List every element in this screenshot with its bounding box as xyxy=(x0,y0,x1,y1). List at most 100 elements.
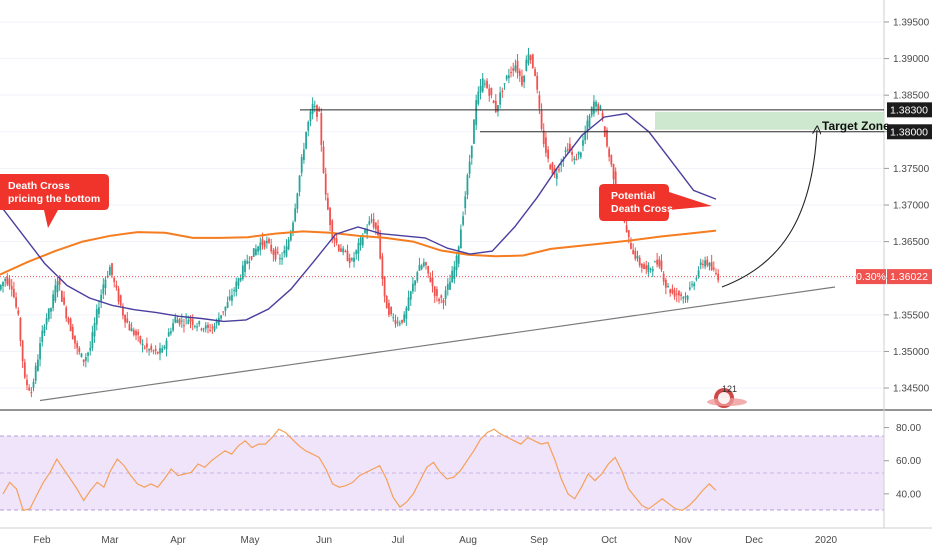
candle-body xyxy=(346,250,349,261)
candle-body xyxy=(137,331,140,335)
candle-body xyxy=(595,102,597,107)
candle-body xyxy=(566,148,569,151)
candle-body xyxy=(466,175,469,195)
candle-body xyxy=(200,328,203,330)
candle-body xyxy=(233,289,236,291)
candle-body xyxy=(658,259,661,267)
candle-body xyxy=(656,259,659,265)
candle-body xyxy=(514,65,517,71)
candle-body xyxy=(455,255,458,270)
candle-body xyxy=(564,150,567,153)
death-cross-callout: Death Cross pricing the bottom xyxy=(0,174,109,228)
candle-body xyxy=(438,299,440,302)
candle-body xyxy=(695,278,698,280)
candle-body xyxy=(366,228,369,234)
candle-body xyxy=(69,318,72,332)
candle-body xyxy=(95,309,98,325)
candle-body xyxy=(106,275,109,278)
candle-body xyxy=(222,311,225,313)
candle-body xyxy=(176,319,179,323)
candle-body xyxy=(239,278,242,281)
candle-body xyxy=(156,351,159,354)
candle-body xyxy=(122,306,124,316)
candle-body xyxy=(717,273,720,281)
candle-body xyxy=(388,302,390,316)
candle-body xyxy=(702,263,704,265)
candle-body xyxy=(368,221,371,225)
candle-body xyxy=(196,326,198,328)
candle-body xyxy=(684,296,687,298)
candle-body xyxy=(429,277,432,282)
candle-body xyxy=(43,326,46,334)
candle-body xyxy=(296,193,299,209)
candle-body xyxy=(529,55,532,60)
candle-body xyxy=(167,332,170,337)
candle-body xyxy=(418,264,421,271)
candle-body xyxy=(678,291,680,296)
candle-body xyxy=(614,171,617,186)
candle-body xyxy=(10,285,13,290)
candle-body xyxy=(634,251,637,259)
candle-body xyxy=(379,233,382,259)
candle-body xyxy=(470,145,473,158)
candle-body xyxy=(23,362,26,378)
candle-body xyxy=(575,158,578,161)
time-axis-label: Mar xyxy=(101,535,119,546)
candle-body xyxy=(473,119,475,144)
candle-body xyxy=(115,285,118,288)
candle-body xyxy=(108,266,111,276)
candle-body xyxy=(285,246,288,257)
candle-body xyxy=(263,241,266,248)
candle-body xyxy=(457,246,460,264)
candle-body xyxy=(558,169,560,171)
candle-body xyxy=(686,295,689,300)
candle-body xyxy=(329,207,331,226)
candle-body xyxy=(492,100,495,103)
rsi-axis: 80.00 60.00 40.00 xyxy=(884,423,921,500)
candle-body xyxy=(405,307,408,319)
candle-body xyxy=(298,175,301,192)
candle-body xyxy=(649,268,652,270)
candle-body xyxy=(693,283,696,287)
level-price-tags: 1.38300 1.38000 xyxy=(887,102,932,140)
price-grid xyxy=(0,21,884,389)
candle-body xyxy=(26,379,28,386)
candle-body xyxy=(87,352,89,356)
candle-body xyxy=(279,258,281,260)
candle-body xyxy=(226,302,229,308)
candle-body xyxy=(84,357,87,361)
candle-body xyxy=(647,264,650,273)
candle-body xyxy=(538,95,541,109)
candle-body xyxy=(161,348,164,353)
candle-body xyxy=(488,88,491,96)
candle-body xyxy=(209,329,212,331)
candle-body xyxy=(505,75,508,80)
candle-body xyxy=(464,196,467,209)
candle-body xyxy=(590,107,593,116)
candle-body xyxy=(440,295,443,298)
candle-body xyxy=(71,326,74,339)
candle-body xyxy=(370,219,373,221)
price-tick-label: 1.36500 xyxy=(893,237,930,248)
candle-body xyxy=(518,71,521,76)
candle-body xyxy=(442,300,445,303)
candle-body xyxy=(521,76,523,86)
candle-body xyxy=(571,151,573,155)
candle-body xyxy=(638,257,641,266)
candle-body xyxy=(542,130,545,144)
candle-body xyxy=(113,278,116,282)
candle-body xyxy=(307,121,310,131)
candle-body xyxy=(259,242,262,251)
price-tick-label: 1.34500 xyxy=(893,384,930,395)
last-price-tag-box xyxy=(887,269,932,285)
rsi-tick-label: 60.00 xyxy=(896,456,921,467)
candle-body xyxy=(531,54,534,68)
candle-body xyxy=(128,323,131,331)
candle-body xyxy=(309,111,312,122)
candle-body xyxy=(257,246,260,252)
candle-body xyxy=(715,272,717,275)
candle-body xyxy=(527,54,530,64)
time-axis-label: Feb xyxy=(33,535,51,546)
candle-body xyxy=(708,262,711,267)
